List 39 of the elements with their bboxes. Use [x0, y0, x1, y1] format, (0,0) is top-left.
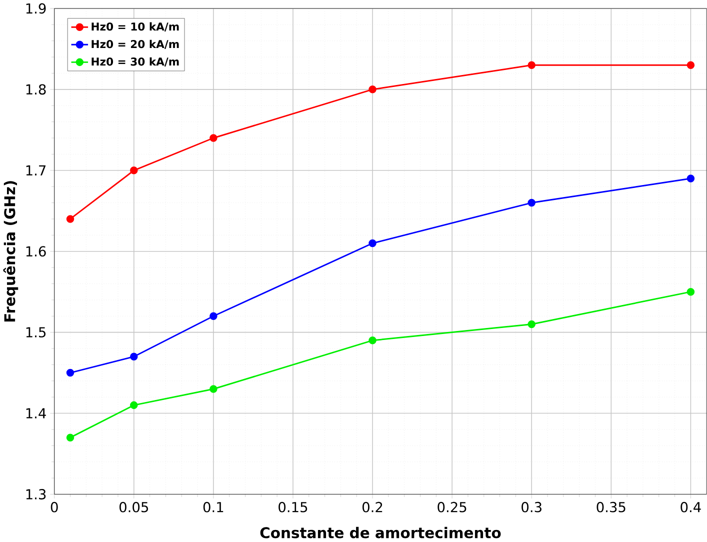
point	[528, 199, 536, 207]
point	[368, 240, 376, 248]
legend-label: Hz0 = 20 kA/m	[92, 40, 179, 50]
point	[368, 336, 376, 345]
point	[528, 320, 536, 328]
point	[210, 134, 218, 142]
point	[66, 434, 74, 442]
point	[686, 288, 695, 296]
point	[210, 312, 218, 320]
legend-label: Hz0 = 30 kA/m	[92, 58, 179, 67]
x-tick-label: 0.4	[680, 502, 701, 513]
y-tick-label: 1.6	[26, 246, 46, 257]
x-tick-label: 0.2	[362, 502, 382, 513]
x-axis-title: Constante de amortecimento	[260, 527, 501, 539]
x-tick-label: 0.1	[203, 502, 224, 513]
point	[686, 61, 695, 70]
x-tick-label: 0.3	[522, 502, 542, 513]
y-tick-label: 1.4	[26, 408, 46, 419]
x-tick-label: 0.25	[438, 502, 466, 513]
y-tick-label: 1.9	[26, 3, 46, 14]
x-tick-label: 0.35	[596, 502, 626, 513]
y-tick-label: 1.8	[26, 84, 46, 95]
y-tick-label: 1.7	[26, 166, 46, 176]
point	[130, 402, 138, 410]
point	[528, 61, 536, 70]
legend-label: Hz0 = 10 kA/m	[92, 22, 179, 32]
point	[686, 174, 695, 183]
y-axis-title: Frequência (GHz)	[3, 181, 18, 322]
point	[66, 369, 74, 377]
point	[130, 166, 138, 174]
x-tick-label: 0.15	[278, 502, 308, 513]
point	[130, 352, 138, 361]
x-tick-label: 0.05	[120, 502, 148, 513]
y-tick-label: 1.5	[26, 327, 46, 338]
point	[368, 86, 376, 94]
x-tick-label: 0	[50, 502, 58, 513]
point	[210, 385, 218, 394]
point	[66, 215, 74, 224]
y-tick-label: 1.3	[26, 489, 46, 500]
